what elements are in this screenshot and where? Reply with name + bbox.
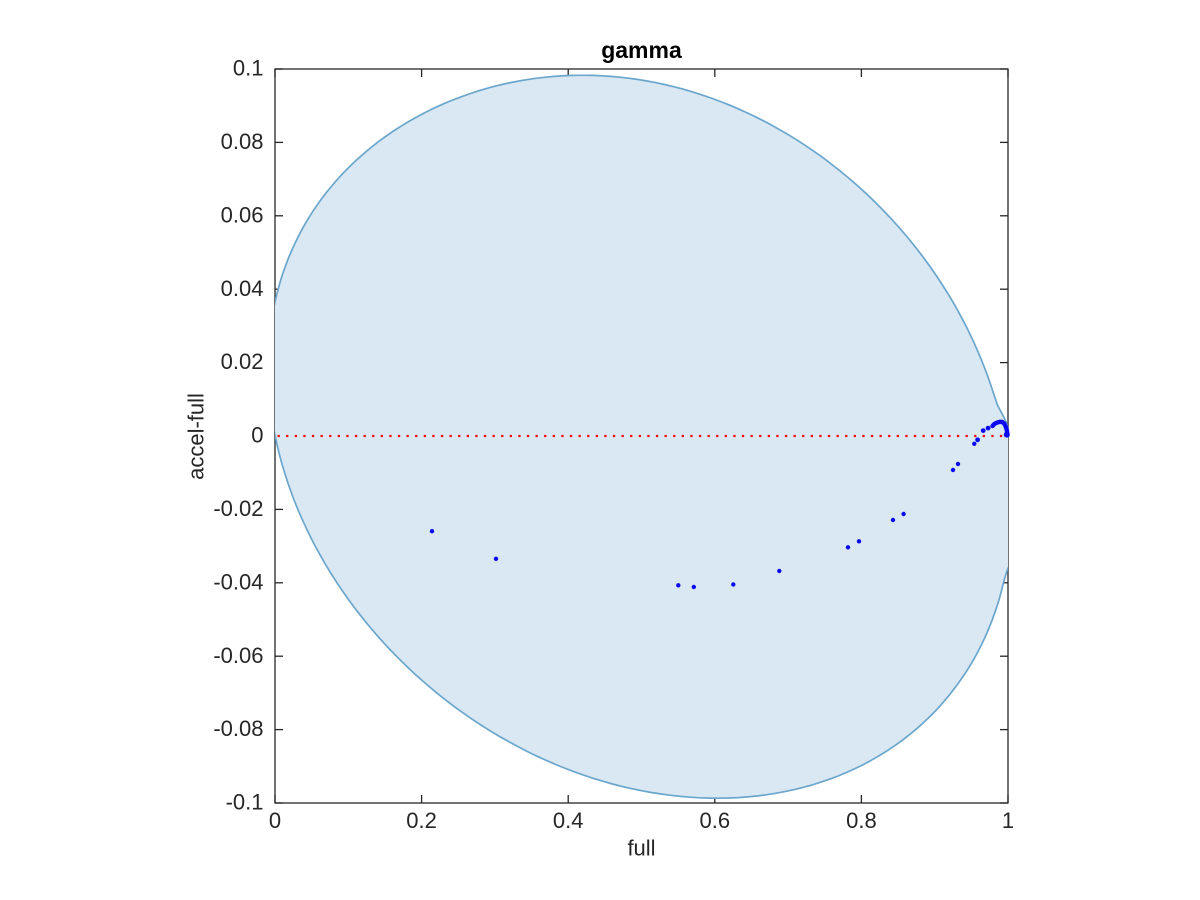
svg-text:full: full [627,836,655,861]
svg-text:accel-full: accel-full [184,393,209,480]
svg-text:0.1: 0.1 [233,56,264,81]
svg-text:0.6: 0.6 [700,808,731,833]
svg-text:-0.04: -0.04 [213,569,263,594]
svg-text:0.08: 0.08 [221,129,264,154]
svg-text:-0.06: -0.06 [213,643,263,668]
svg-text:gamma: gamma [601,37,682,63]
svg-text:-0.1: -0.1 [226,790,264,815]
svg-text:0.02: 0.02 [221,349,264,374]
svg-text:1: 1 [1002,808,1014,833]
svg-text:0.8: 0.8 [846,808,877,833]
svg-text:0.4: 0.4 [553,808,584,833]
svg-text:0.2: 0.2 [406,808,437,833]
svg-text:0.06: 0.06 [221,202,264,227]
svg-text:-0.02: -0.02 [213,496,263,521]
svg-text:0.04: 0.04 [221,276,264,301]
svg-text:-0.08: -0.08 [213,716,263,741]
svg-text:0: 0 [269,808,281,833]
svg-text:0: 0 [251,423,263,448]
